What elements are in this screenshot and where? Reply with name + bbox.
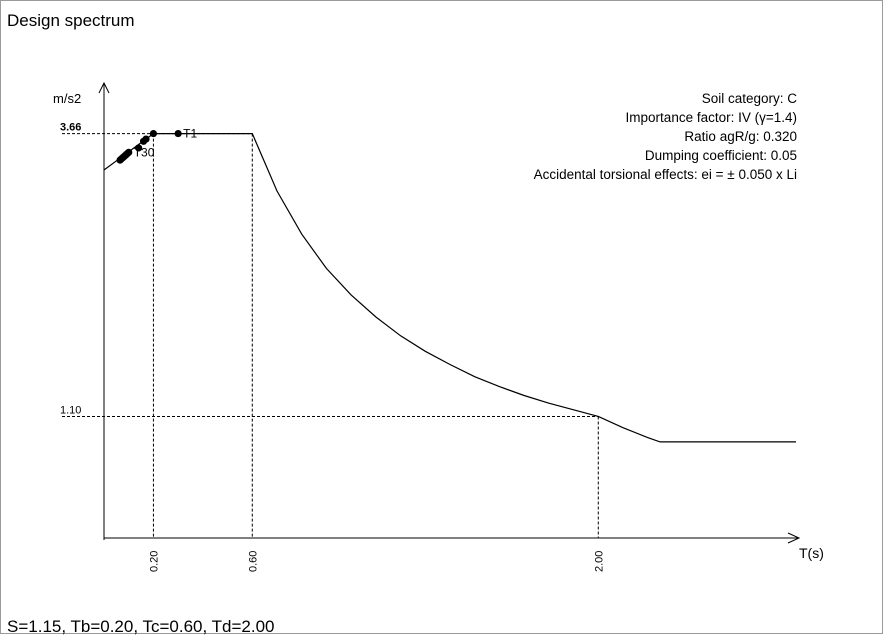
period-point — [125, 148, 133, 156]
tick-labels: 3.66 1.10 0.20 0.60 2.00 — [60, 122, 605, 572]
guide-lines — [62, 133, 599, 538]
period-label: T1 — [183, 127, 197, 141]
x-tick-label: 0.60 — [247, 551, 259, 572]
x-tick-label: 2.00 — [593, 551, 605, 572]
period-point — [135, 144, 143, 152]
x-axis-label: T(s) — [799, 545, 824, 561]
info-line: Ratio agR/g: 0.320 — [684, 129, 797, 144]
info-line: Dumping coefficient: 0.05 — [645, 148, 797, 163]
spectrum-curve — [103, 133, 796, 443]
y-axis-arrow — [98, 81, 110, 94]
y-axis-label: m/s2 — [53, 91, 81, 106]
info-line: Accidental torsional effects: ei = ± 0.0… — [534, 167, 797, 182]
period-points: T1 T30 — [116, 127, 197, 164]
axes: m/s2 T(s) — [53, 81, 824, 561]
period-point — [142, 135, 150, 143]
x-axis-arrow — [787, 532, 801, 544]
chart-title: Design spectrum — [7, 11, 135, 30]
spectrum-parameters: S=1.15, Tb=0.20, Tc=0.60, Td=2.00 — [7, 617, 275, 636]
x-tick-label: 0.20 — [148, 551, 160, 572]
period-point — [149, 129, 158, 138]
period-point — [174, 129, 182, 138]
info-line: Importance factor: IV (γ=1.4) — [626, 110, 797, 125]
parameters-legend: Soil category: C Importance factor: IV (γ… — [534, 91, 798, 182]
y-tick-label: 1.10 — [60, 404, 81, 416]
y-tick-label: 3.66 — [60, 122, 81, 134]
info-line: Soil category: C — [702, 91, 798, 106]
period-label: T30 — [134, 145, 155, 159]
